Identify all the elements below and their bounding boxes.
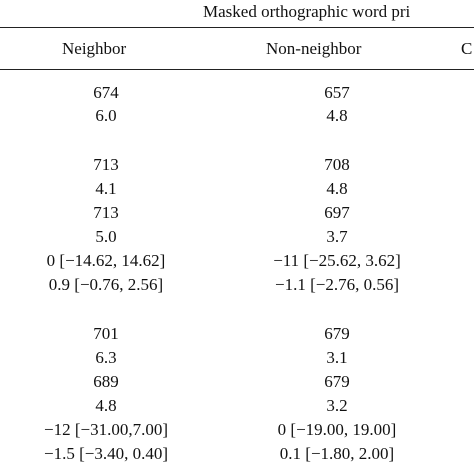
cell-non-neighbor: 657 — [324, 83, 350, 102]
cell-neighbor: 0.9 [−0.76, 2.56] — [48, 275, 164, 294]
cell-non-neighbor: 0.1 [−1.80, 2.00] — [279, 444, 395, 463]
cell-non-neighbor: 697 — [324, 203, 350, 222]
cell-neighbor: −12 [−31.00,7.00] — [44, 420, 168, 439]
cell-neighbor: 4.8 — [95, 396, 117, 415]
cell-neighbor: 6.3 — [95, 348, 117, 367]
cell-neighbor: 4.1 — [95, 179, 117, 198]
cell-neighbor: 5.0 — [95, 227, 117, 246]
cell-non-neighbor: 3.2 — [326, 396, 348, 415]
top-rule — [0, 27, 474, 28]
table-caption: Masked orthographic word pri — [203, 2, 411, 21]
column-header-truncated: C — [461, 39, 473, 58]
column-header-neighbor: Neighbor — [62, 39, 127, 58]
cell-neighbor: −1.5 [−3.40, 0.40] — [44, 444, 168, 463]
cell-non-neighbor: −1.1 [−2.76, 0.56] — [275, 275, 399, 294]
cell-non-neighbor: 0 [−19.00, 19.00] — [277, 420, 397, 439]
cell-non-neighbor: 4.8 — [326, 179, 348, 198]
cell-neighbor: 674 — [93, 83, 119, 102]
header-rule — [0, 69, 474, 70]
cell-non-neighbor: 3.7 — [326, 227, 348, 246]
cell-non-neighbor: 679 — [324, 372, 350, 391]
cell-non-neighbor: 3.1 — [326, 348, 348, 367]
cell-neighbor: 713 — [93, 203, 119, 222]
cell-neighbor: 713 — [93, 155, 119, 174]
column-header-non-neighbor: Non-neighbor — [266, 39, 362, 58]
cell-non-neighbor: −11 [−25.62, 3.62] — [273, 251, 401, 270]
cell-neighbor: 689 — [93, 372, 119, 391]
cell-non-neighbor: 4.8 — [326, 106, 348, 125]
cell-neighbor: 701 — [93, 324, 119, 343]
cell-non-neighbor: 708 — [324, 155, 350, 174]
cell-neighbor: 6.0 — [95, 106, 117, 125]
cell-non-neighbor: 679 — [324, 324, 350, 343]
cell-neighbor: 0 [−14.62, 14.62] — [46, 251, 166, 270]
